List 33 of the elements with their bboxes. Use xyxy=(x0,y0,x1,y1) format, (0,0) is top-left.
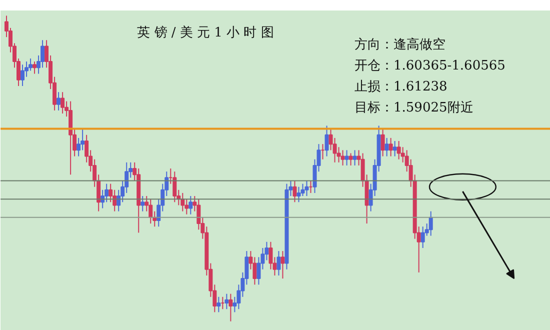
candlestick xyxy=(224,293,229,310)
candlestick xyxy=(344,150,349,166)
candlestick xyxy=(428,210,433,236)
candlestick xyxy=(56,92,61,111)
candlestick xyxy=(228,293,233,322)
candlestick xyxy=(388,137,393,157)
candlestick xyxy=(304,180,309,197)
candlestick xyxy=(172,171,177,203)
candlestick xyxy=(292,180,297,203)
candlestick xyxy=(216,296,221,313)
candlestick xyxy=(148,198,153,224)
candlestick xyxy=(280,250,285,280)
candlestick xyxy=(420,226,425,248)
candlestick xyxy=(60,92,65,114)
candlestick xyxy=(140,196,145,212)
candlestick xyxy=(324,125,329,157)
annotation: 目标：1.59025附近 xyxy=(354,100,474,116)
annotation: 止损：1.61238 xyxy=(354,80,448,94)
candlestick xyxy=(340,150,345,166)
candlestick xyxy=(352,150,357,166)
candlestick xyxy=(380,128,385,157)
text: 英 镑 / 美 元 1 小 时 图 xyxy=(137,24,274,40)
candlestick xyxy=(392,140,397,157)
annotation: 开仓：1.60365-1.60565 xyxy=(354,58,506,74)
candlestick xyxy=(188,196,193,215)
candlestick xyxy=(20,64,25,86)
candlestick xyxy=(296,186,301,203)
annotation: 方向：逢高做空 xyxy=(354,36,446,52)
candlestick xyxy=(276,250,281,276)
candlestick xyxy=(384,137,389,157)
candlestick xyxy=(396,140,401,160)
candlestick xyxy=(32,61,37,74)
candlestick xyxy=(348,152,353,166)
